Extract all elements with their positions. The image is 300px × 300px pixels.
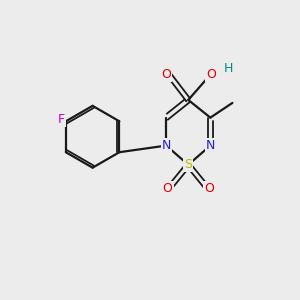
Text: H: H	[223, 61, 233, 75]
Text: O: O	[206, 68, 216, 81]
Text: S: S	[184, 158, 192, 171]
Text: O: O	[161, 68, 171, 81]
Text: N: N	[206, 139, 215, 152]
Text: O: O	[204, 182, 214, 195]
Text: N: N	[161, 139, 171, 152]
Text: O: O	[163, 182, 172, 195]
Text: F: F	[58, 113, 65, 126]
